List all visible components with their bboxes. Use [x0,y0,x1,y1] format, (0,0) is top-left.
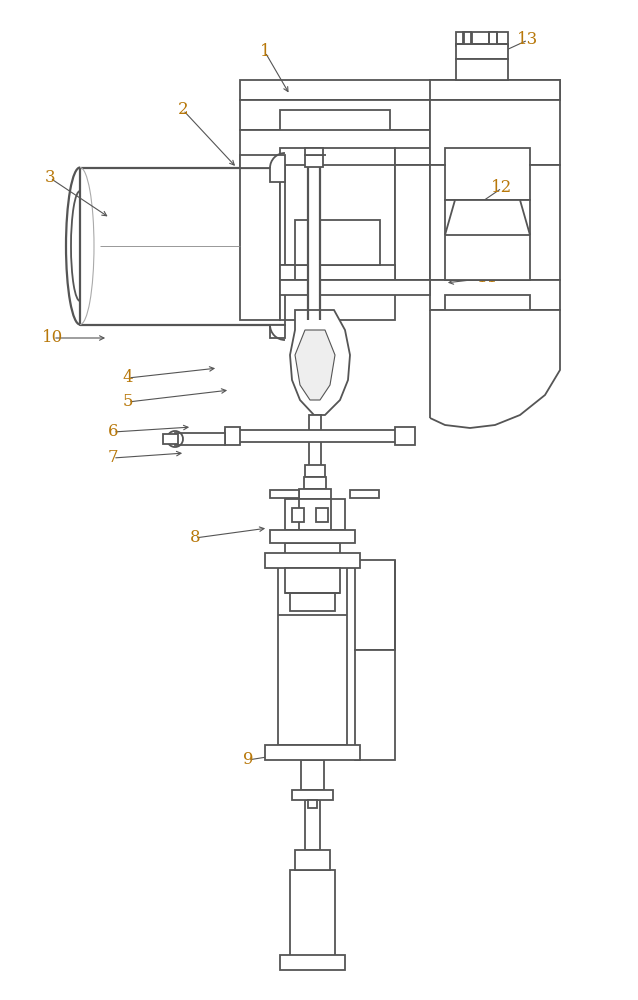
Bar [163,434,178,444]
Polygon shape [292,790,333,800]
Bar [308,155,320,320]
Polygon shape [285,543,340,745]
Text: 7: 7 [108,450,118,466]
Bar [285,568,340,593]
Polygon shape [270,530,355,543]
Text: 13: 13 [517,31,538,48]
Bar [225,427,240,445]
Polygon shape [456,59,508,80]
Polygon shape [280,165,395,320]
Bar [311,477,319,532]
Polygon shape [280,265,295,280]
Polygon shape [430,100,560,165]
Polygon shape [290,310,350,415]
Text: 12: 12 [491,180,512,196]
Bar [304,499,326,509]
Polygon shape [295,330,335,400]
Bar [463,32,471,44]
Bar [395,427,415,445]
Bar [350,490,379,498]
Bar [270,490,299,498]
Bar [456,32,508,46]
Text: 9: 9 [242,752,253,768]
Polygon shape [225,430,410,442]
Polygon shape [280,955,345,970]
Polygon shape [290,870,335,960]
Polygon shape [445,200,530,280]
Polygon shape [295,850,330,870]
Polygon shape [240,80,560,100]
Bar [489,32,497,44]
Polygon shape [265,553,360,568]
Bar [304,477,326,489]
Bar [80,168,285,325]
Bar [305,465,325,477]
Text: 6: 6 [108,424,118,440]
Bar [301,760,324,790]
Text: 1: 1 [260,43,271,60]
Text: 10: 10 [42,330,64,347]
Polygon shape [240,130,430,165]
Polygon shape [280,280,430,295]
Bar [316,508,328,522]
Text: 5: 5 [122,393,133,410]
Polygon shape [240,100,430,130]
Bar [292,508,304,522]
Bar [309,415,321,470]
Bar [305,155,323,167]
Bar [305,148,323,155]
Polygon shape [240,155,285,182]
Polygon shape [265,745,360,760]
Polygon shape [430,80,560,100]
Polygon shape [355,560,395,650]
Polygon shape [280,265,395,280]
Polygon shape [430,310,560,428]
Polygon shape [395,165,430,280]
Text: 8: 8 [189,530,200,546]
Polygon shape [395,148,430,165]
Polygon shape [295,220,380,265]
Text: 2: 2 [178,102,188,118]
Polygon shape [240,325,285,338]
Text: 4: 4 [122,369,133,386]
Polygon shape [355,650,395,760]
Bar [456,44,508,59]
Bar [175,433,225,445]
Polygon shape [285,499,345,530]
Polygon shape [430,280,560,310]
Text: 11: 11 [477,269,499,286]
Text: 3: 3 [45,169,56,186]
Polygon shape [278,555,347,745]
Polygon shape [430,165,560,280]
Bar [308,800,317,808]
Bar [305,800,320,850]
Bar [290,593,335,611]
Bar [299,489,331,499]
Polygon shape [240,165,280,320]
